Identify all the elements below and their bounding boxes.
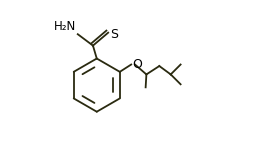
- Text: S: S: [110, 28, 118, 41]
- Text: H₂N: H₂N: [54, 20, 77, 33]
- Text: O: O: [132, 58, 142, 71]
